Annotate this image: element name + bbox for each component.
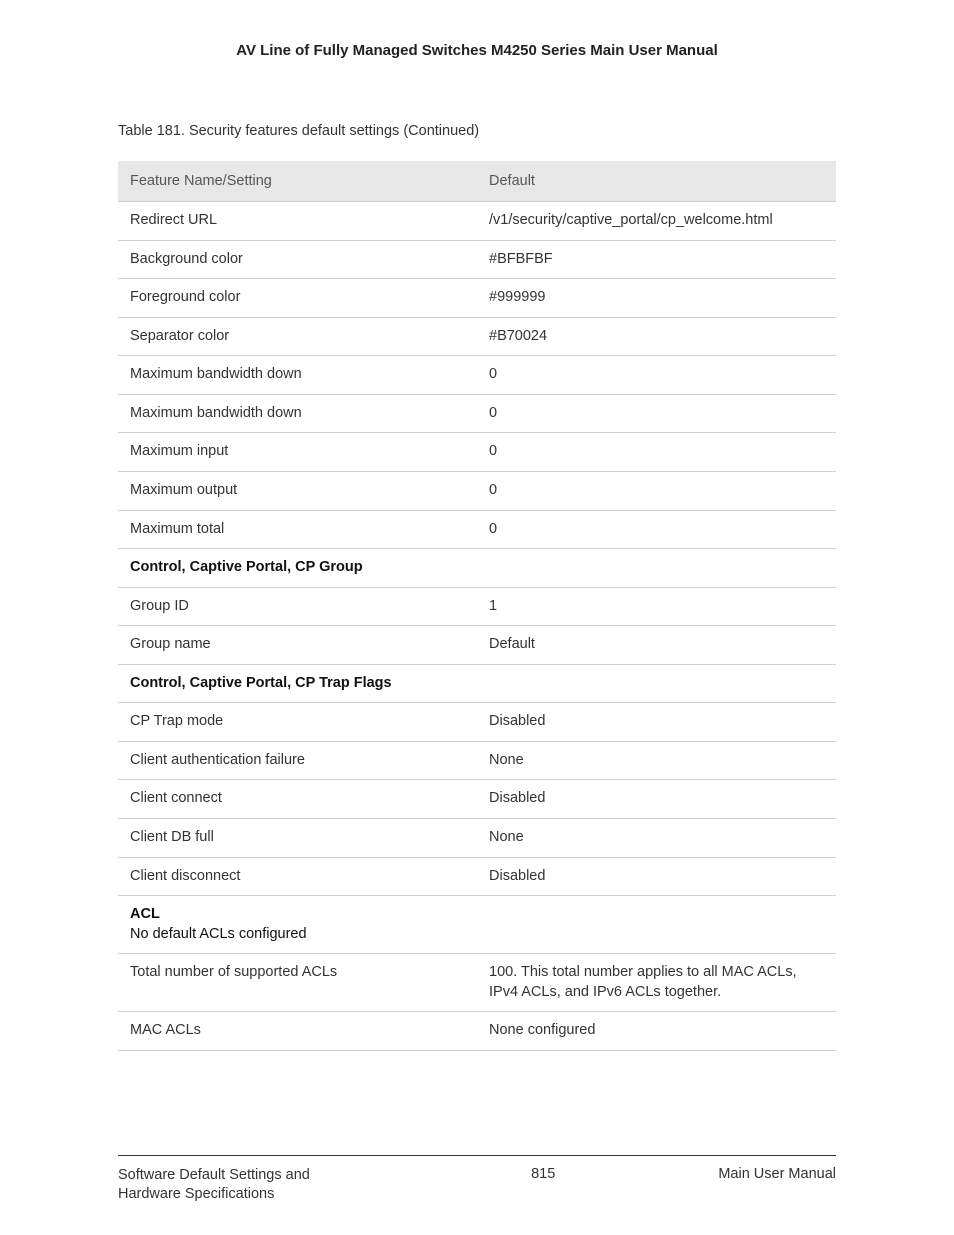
footer-left: Software Default Settings and Hardware S… bbox=[118, 1166, 368, 1205]
cell-setting: Group ID bbox=[118, 587, 477, 626]
cell-default: /v1/security/captive_portal/cp_welcome.h… bbox=[477, 202, 836, 241]
cell-default: 0 bbox=[477, 471, 836, 510]
table-row: Control, Captive Portal, CP Group bbox=[118, 549, 836, 588]
table-row: Client authentication failureNone bbox=[118, 741, 836, 780]
cell-setting: MAC ACLs bbox=[118, 1012, 477, 1051]
cell-setting: Redirect URL bbox=[118, 202, 477, 241]
footer-page-number: 815 bbox=[531, 1166, 555, 1182]
table-row: Total number of supported ACLs100. This … bbox=[118, 954, 836, 1012]
table-row: Group nameDefault bbox=[118, 626, 836, 665]
table-row: Foreground color#999999 bbox=[118, 279, 836, 318]
table-row: Control, Captive Portal, CP Trap Flags bbox=[118, 664, 836, 703]
cell-setting: Group name bbox=[118, 626, 477, 665]
cell-setting: Separator color bbox=[118, 317, 477, 356]
page-footer: Software Default Settings and Hardware S… bbox=[118, 1155, 836, 1205]
header-setting: Feature Name/Setting bbox=[118, 161, 477, 202]
cell-setting: Maximum bandwidth down bbox=[118, 394, 477, 433]
table-row: Maximum bandwidth down0 bbox=[118, 356, 836, 395]
cell-default: #BFBFBF bbox=[477, 240, 836, 279]
cell-default: 0 bbox=[477, 356, 836, 395]
cell-setting: Background color bbox=[118, 240, 477, 279]
cell-setting: Maximum input bbox=[118, 433, 477, 472]
cell-default: 0 bbox=[477, 510, 836, 549]
table-row: Background color#BFBFBF bbox=[118, 240, 836, 279]
cell-setting: Client disconnect bbox=[118, 857, 477, 896]
table-row: Maximum bandwidth down0 bbox=[118, 394, 836, 433]
cell-default: 0 bbox=[477, 433, 836, 472]
cell-setting: Total number of supported ACLs bbox=[118, 954, 477, 1012]
table-row: ACLNo default ACLs configured bbox=[118, 896, 836, 954]
cell-setting: Maximum bandwidth down bbox=[118, 356, 477, 395]
cell-default: None configured bbox=[477, 1012, 836, 1051]
cell-default: 0 bbox=[477, 394, 836, 433]
table-row: Client disconnectDisabled bbox=[118, 857, 836, 896]
cell-setting: CP Trap mode bbox=[118, 703, 477, 742]
section-heading: Control, Captive Portal, CP Trap Flags bbox=[118, 664, 836, 703]
table-row: CP Trap modeDisabled bbox=[118, 703, 836, 742]
table-body: Redirect URL/v1/security/captive_portal/… bbox=[118, 202, 836, 1051]
cell-default: Disabled bbox=[477, 780, 836, 819]
footer-rule bbox=[118, 1155, 836, 1156]
cell-setting: Client connect bbox=[118, 780, 477, 819]
cell-setting: Foreground color bbox=[118, 279, 477, 318]
cell-default: 1 bbox=[477, 587, 836, 626]
table-row: Maximum total0 bbox=[118, 510, 836, 549]
cell-setting: Maximum output bbox=[118, 471, 477, 510]
table-row: Client connectDisabled bbox=[118, 780, 836, 819]
cell-default: Disabled bbox=[477, 857, 836, 896]
table-row: MAC ACLsNone configured bbox=[118, 1012, 836, 1051]
section-heading: ACLNo default ACLs configured bbox=[118, 896, 836, 954]
document-title: AV Line of Fully Managed Switches M4250 … bbox=[118, 42, 836, 59]
section-subtext: No default ACLs configured bbox=[130, 925, 824, 945]
cell-default: #999999 bbox=[477, 279, 836, 318]
cell-default: #B70024 bbox=[477, 317, 836, 356]
table-row: Group ID1 bbox=[118, 587, 836, 626]
table-row: Maximum output0 bbox=[118, 471, 836, 510]
table-row: Redirect URL/v1/security/captive_portal/… bbox=[118, 202, 836, 241]
cell-default: Disabled bbox=[477, 703, 836, 742]
cell-default: None bbox=[477, 741, 836, 780]
cell-default: None bbox=[477, 819, 836, 858]
section-heading: Control, Captive Portal, CP Group bbox=[118, 549, 836, 588]
table-row: Client DB fullNone bbox=[118, 819, 836, 858]
footer-right: Main User Manual bbox=[718, 1166, 836, 1182]
cell-setting: Maximum total bbox=[118, 510, 477, 549]
cell-setting: Client DB full bbox=[118, 819, 477, 858]
settings-table: Feature Name/Setting Default Redirect UR… bbox=[118, 161, 836, 1051]
header-default: Default bbox=[477, 161, 836, 202]
table-header-row: Feature Name/Setting Default bbox=[118, 161, 836, 202]
cell-default: 100. This total number applies to all MA… bbox=[477, 954, 836, 1012]
table-row: Maximum input0 bbox=[118, 433, 836, 472]
cell-setting: Client authentication failure bbox=[118, 741, 477, 780]
table-caption: Table 181. Security features default set… bbox=[118, 123, 836, 139]
table-row: Separator color#B70024 bbox=[118, 317, 836, 356]
cell-default: Default bbox=[477, 626, 836, 665]
